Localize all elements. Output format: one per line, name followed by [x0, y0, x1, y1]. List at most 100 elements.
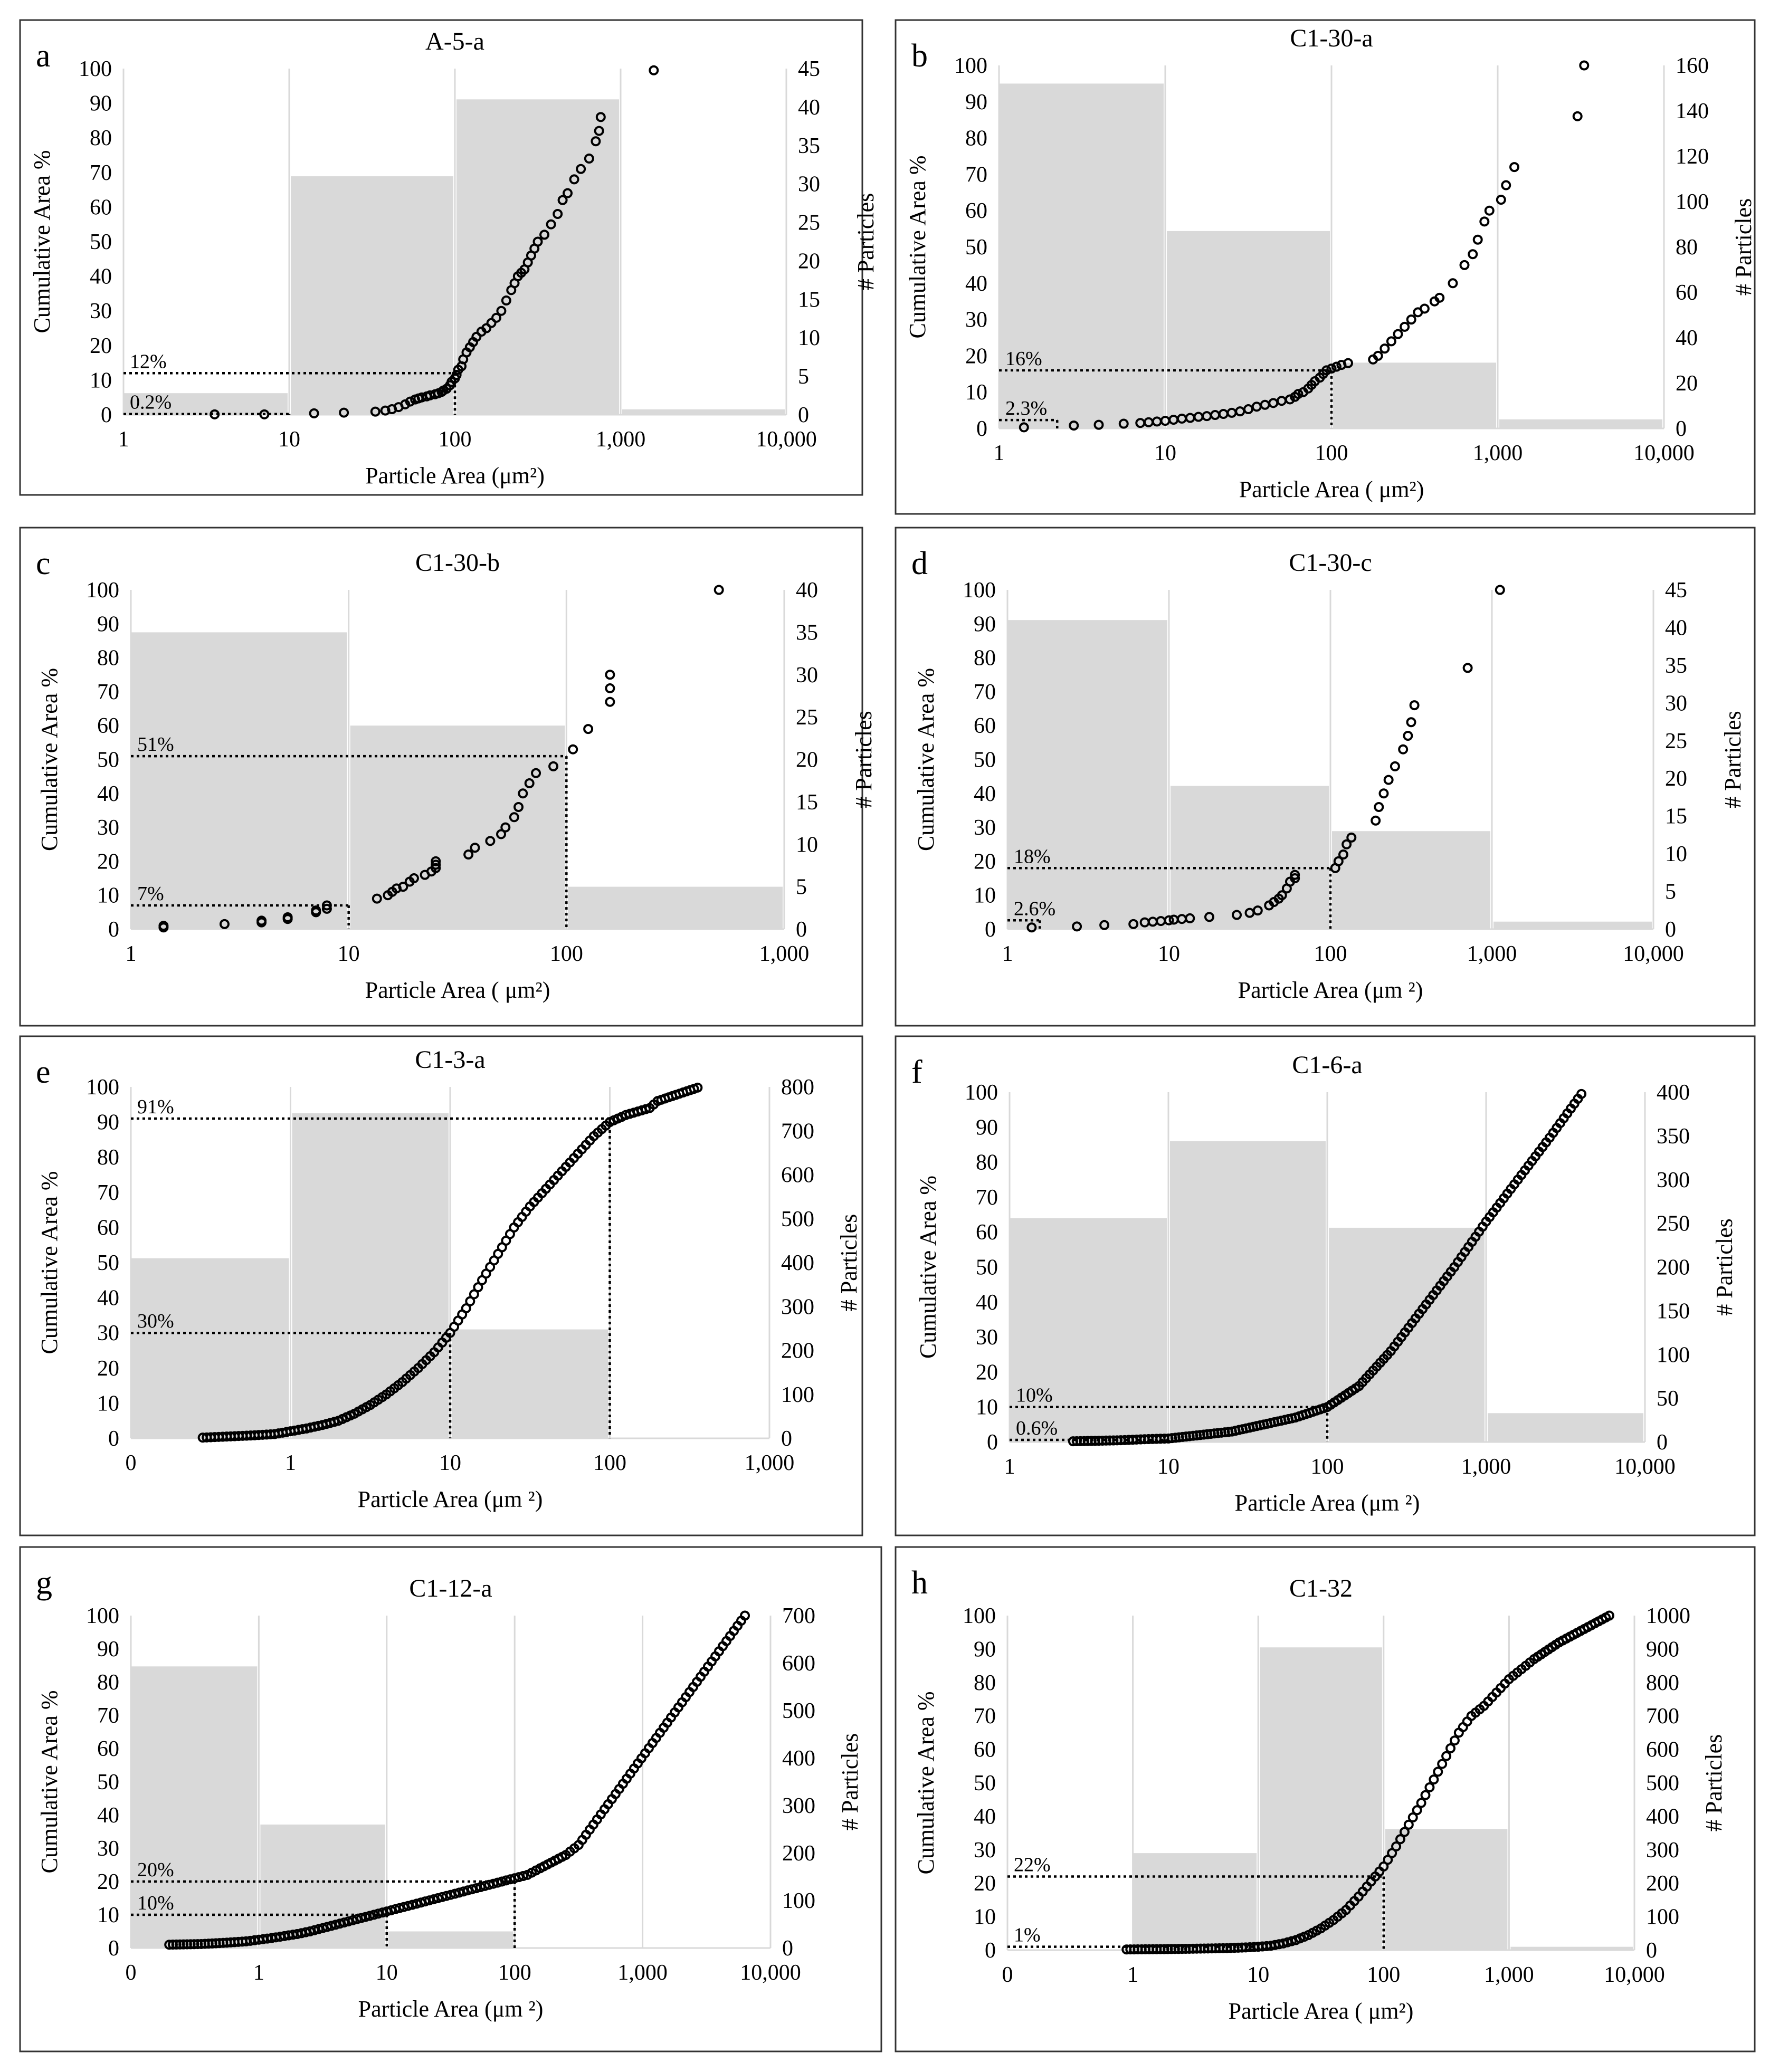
y2-tick-label: 300	[782, 1794, 815, 1818]
x-tick-label: 1	[1127, 1963, 1138, 1987]
y2-tick-label: 30	[1665, 691, 1687, 715]
panel-f: 10% 0.6% 0 10 20 30 40 50 60 70 80 90 100 0 50 100 150 20…	[895, 1035, 1756, 1536]
y-tick-label: 10	[974, 1905, 996, 1930]
panel-g: 20%10%0102030405060708090100010020030040…	[19, 1546, 882, 2052]
data-point	[496, 829, 507, 839]
y-tick-label: 0	[101, 403, 112, 427]
data-point	[1391, 1841, 1402, 1851]
y2-axis-label: # Particles	[1711, 1218, 1737, 1316]
y2-tick-label: 400	[1646, 1804, 1679, 1829]
y2-tick-label: 20	[1665, 767, 1687, 791]
x-tick-label: 0	[126, 1451, 137, 1475]
y2-tick-label: 400	[782, 1746, 815, 1771]
y-tick-label: 90	[97, 1111, 119, 1135]
data-point	[475, 1882, 486, 1892]
x-tick-label: 10	[1247, 1963, 1269, 1987]
data-point	[1390, 761, 1400, 771]
data-point	[546, 219, 556, 230]
y-tick-label: 90	[97, 612, 119, 636]
histogram-bar	[131, 1258, 289, 1438]
y2-tick-label: 25	[798, 211, 820, 235]
y2-tick-label: 200	[782, 1841, 815, 1866]
x-tick-label: 10	[1158, 942, 1180, 966]
data-point	[518, 788, 528, 799]
y-tick-label: 60	[976, 1220, 998, 1245]
y-axis-label: Cumulative Area %	[915, 1176, 941, 1359]
data-point	[219, 919, 230, 929]
y-tick-label: 10	[97, 884, 119, 908]
data-point	[1185, 913, 1195, 923]
y-tick-label: 0	[108, 1427, 119, 1451]
panel-frame	[895, 1035, 1756, 1536]
data-point	[1290, 870, 1300, 880]
histogram-bar	[291, 176, 453, 415]
y-tick-label: 30	[97, 1321, 119, 1345]
data-point	[1403, 730, 1413, 741]
y2-tick-label: 15	[798, 288, 820, 312]
data-point	[548, 761, 559, 771]
data-point	[420, 1896, 431, 1907]
data-point	[496, 305, 507, 316]
y-tick-label: 40	[965, 272, 987, 296]
x-tick-label: 1	[285, 1451, 296, 1475]
y2-tick-label: 20	[796, 748, 818, 772]
x-tick-label: 10	[278, 427, 300, 452]
y2-tick-label: 50	[1657, 1387, 1679, 1411]
x-tick-label: 10	[439, 1451, 461, 1475]
y2-tick-label: 500	[781, 1207, 814, 1231]
data-point	[1576, 1088, 1587, 1099]
y-tick-label: 30	[90, 299, 112, 323]
y-axis-label: Cumulative Area %	[913, 668, 939, 851]
data-point	[1420, 1790, 1431, 1800]
data-point	[1412, 1805, 1422, 1816]
data-point	[1604, 1610, 1614, 1621]
data-point	[1462, 663, 1473, 673]
data-point	[1572, 111, 1583, 121]
data-point	[513, 802, 524, 813]
panel-d: 18% 2.6% 0 10 20 30 40 50 60 70 80 90 100 0 5 10 15 20 25 3…	[895, 527, 1756, 1027]
data-point	[485, 836, 496, 846]
y-tick-label: 70	[974, 680, 996, 704]
data-point	[326, 1921, 337, 1931]
reference-label: 18%	[1014, 845, 1051, 867]
y2-tick-label: 0	[781, 1427, 792, 1451]
histogram-bar	[1133, 1853, 1257, 1950]
data-point	[372, 893, 382, 904]
data-point	[1290, 873, 1300, 884]
histogram-bar	[292, 1113, 449, 1438]
x-tick-label: 1,000	[596, 427, 646, 452]
reference-label: 0.6%	[1016, 1417, 1058, 1439]
y2-tick-label: 800	[781, 1075, 814, 1100]
data-point	[451, 370, 462, 380]
data-point	[595, 112, 606, 122]
data-point	[649, 65, 659, 75]
y-tick-label: 70	[97, 1181, 119, 1205]
x-tick-label: 1	[1004, 1455, 1015, 1479]
data-point	[491, 312, 501, 323]
data-point	[1128, 919, 1139, 929]
reference-label: 16%	[1005, 348, 1042, 370]
y-tick-label: 20	[90, 334, 112, 358]
data-point	[1204, 912, 1214, 922]
y-tick-label: 40	[976, 1291, 998, 1315]
data-point	[467, 1884, 477, 1895]
y2-tick-label: 5	[1665, 880, 1676, 904]
reference-label: 20%	[137, 1859, 174, 1881]
y2-axis-label: # Particles	[837, 1733, 863, 1831]
y2-tick-label: 40	[796, 578, 818, 603]
y-axis-label: Cumulative Area %	[913, 1691, 939, 1874]
data-point	[305, 1926, 315, 1936]
chart-title: C1-30-c	[1289, 549, 1372, 577]
data-point	[1449, 1735, 1460, 1746]
data-point	[390, 1904, 401, 1914]
y-tick-label: 100	[965, 1081, 998, 1105]
data-point	[1371, 815, 1381, 826]
y-axis-label: Cumulative Area %	[905, 155, 930, 338]
data-point	[480, 1880, 490, 1891]
panel-letter: f	[911, 1054, 922, 1090]
y-tick-label: 10	[90, 368, 112, 393]
data-point	[583, 724, 594, 734]
histogram-bar	[622, 409, 785, 415]
y-tick-label: 100	[86, 578, 119, 603]
